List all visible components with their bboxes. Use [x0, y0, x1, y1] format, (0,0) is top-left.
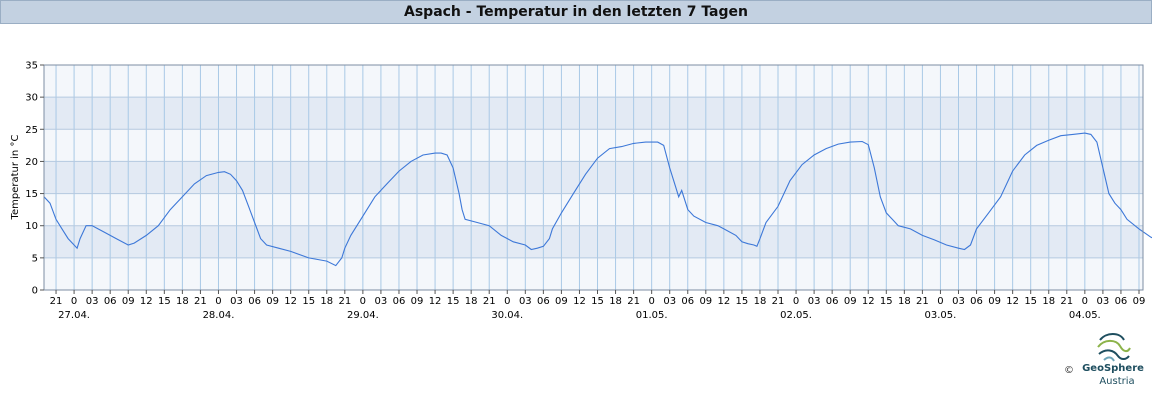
- x-tick-label: 06: [826, 296, 839, 307]
- x-tick-label: 06: [537, 296, 550, 307]
- x-tick-label: 18: [1042, 296, 1055, 307]
- x-tick-label: 03: [86, 296, 99, 307]
- x-tick-label: 21: [1060, 296, 1073, 307]
- x-date-label: 27.04.: [58, 310, 90, 321]
- x-tick-label: 18: [609, 296, 622, 307]
- plot-band: [44, 225, 1143, 258]
- x-axis-date-labels: 27.04. 28.04. 29.04. 30.04. 01.05. 02.05. 03.0…: [58, 310, 1101, 321]
- y-tick-label: 30: [25, 93, 38, 104]
- chart-vertical-grid: [55, 65, 1140, 290]
- x-tick-label: 0: [360, 296, 366, 307]
- x-date-label: 29.04.: [347, 310, 379, 321]
- x-tick-label: 06: [393, 296, 406, 307]
- x-date-label: 28.04.: [203, 310, 235, 321]
- x-tick-label: 12: [140, 296, 153, 307]
- plot-frame: [43, 64, 1144, 291]
- x-tick-label: 09: [699, 296, 712, 307]
- x-date-label: 03.05.: [925, 310, 957, 321]
- x-tick-label: 0: [71, 296, 77, 307]
- x-date-label: 01.05.: [636, 310, 668, 321]
- logo-brand-text: GeoSphere: [1082, 363, 1144, 374]
- x-tick-label: 21: [50, 296, 63, 307]
- geosphere-logo-icon: [1097, 333, 1131, 362]
- x-tick-label: 09: [1133, 296, 1146, 307]
- y-tick-label: 25: [25, 125, 38, 136]
- x-tick-label: 03: [1097, 296, 1110, 307]
- chart-title-bar: Aspach - Temperatur in den letzten 7 Tag…: [0, 0, 1152, 24]
- x-tick-label: 03: [808, 296, 821, 307]
- x-tick-label: 09: [555, 296, 568, 307]
- x-tick-label: 03: [375, 296, 388, 307]
- x-tick-label: 0: [937, 296, 943, 307]
- temperature-series-line: [43, 132, 1152, 267]
- chart-title: Aspach - Temperatur in den letzten 7 Tag…: [404, 4, 748, 20]
- x-tick-label: 06: [248, 296, 261, 307]
- y-axis-label: Temperatur in °C: [10, 135, 21, 221]
- x-tick-label: 18: [754, 296, 767, 307]
- x-tick-label: 03: [952, 296, 965, 307]
- copyright-symbol: ©: [1064, 365, 1074, 376]
- x-tick-label: 09: [266, 296, 279, 307]
- x-tick-label: 06: [970, 296, 983, 307]
- x-tick-label: 12: [862, 296, 875, 307]
- x-tick-label: 18: [465, 296, 478, 307]
- plot-band: [44, 97, 1143, 130]
- x-tick-label: 03: [230, 296, 243, 307]
- x-tick-label: 21: [338, 296, 351, 307]
- x-tick-label: 18: [176, 296, 189, 307]
- x-tick-label: 12: [284, 296, 297, 307]
- x-tick-label: 15: [158, 296, 171, 307]
- y-tick-label: 5: [32, 253, 38, 264]
- chart-bands: [44, 65, 1143, 290]
- x-tick-label: 03: [663, 296, 676, 307]
- x-tick-label: 21: [194, 296, 207, 307]
- y-axis-ticks: 0 5 10 15 20 25 30 35: [25, 61, 44, 297]
- x-tick-label: 12: [429, 296, 442, 307]
- x-tick-label: 12: [717, 296, 730, 307]
- x-tick-label: 09: [988, 296, 1001, 307]
- x-tick-label: 15: [1024, 296, 1037, 307]
- x-axis-hour-ticks: 21 0 03 06 09 12 15 18 21 0 03 06 09 12 15 18 21 0 03 06 09 1…: [50, 290, 1146, 307]
- x-tick-label: 21: [772, 296, 785, 307]
- y-tick-label: 35: [25, 61, 38, 72]
- x-tick-label: 09: [844, 296, 857, 307]
- x-tick-label: 0: [793, 296, 799, 307]
- x-tick-label: 15: [880, 296, 893, 307]
- logo-subtitle-text: Austria: [1099, 376, 1135, 387]
- x-tick-label: 0: [648, 296, 654, 307]
- x-tick-label: 15: [736, 296, 749, 307]
- x-tick-label: 15: [591, 296, 604, 307]
- x-date-label: 02.05.: [780, 310, 812, 321]
- x-tick-label: 21: [483, 296, 496, 307]
- x-tick-label: 21: [916, 296, 929, 307]
- x-tick-label: 12: [573, 296, 586, 307]
- x-tick-label: 0: [215, 296, 221, 307]
- x-tick-label: 09: [411, 296, 424, 307]
- x-tick-label: 21: [627, 296, 640, 307]
- x-tick-label: 06: [681, 296, 694, 307]
- x-tick-label: 18: [898, 296, 911, 307]
- x-tick-label: 09: [122, 296, 135, 307]
- x-tick-label: 06: [1115, 296, 1128, 307]
- y-tick-label: 0: [32, 286, 38, 297]
- geosphere-logo: GeoSphere Austria: [1078, 330, 1148, 396]
- x-tick-label: 12: [1006, 296, 1019, 307]
- y-tick-label: 15: [25, 189, 38, 200]
- x-tick-label: 06: [104, 296, 117, 307]
- y-tick-label: 20: [25, 157, 38, 168]
- y-tick-label: 10: [25, 221, 38, 232]
- plot-band: [44, 161, 1143, 194]
- x-tick-label: 15: [447, 296, 460, 307]
- x-date-label: 04.05.: [1069, 310, 1101, 321]
- x-tick-label: 15: [302, 296, 315, 307]
- x-tick-label: 0: [504, 296, 510, 307]
- x-tick-label: 18: [320, 296, 333, 307]
- x-tick-label: 03: [519, 296, 532, 307]
- x-tick-label: 0: [1082, 296, 1088, 307]
- x-date-label: 30.04.: [491, 310, 523, 321]
